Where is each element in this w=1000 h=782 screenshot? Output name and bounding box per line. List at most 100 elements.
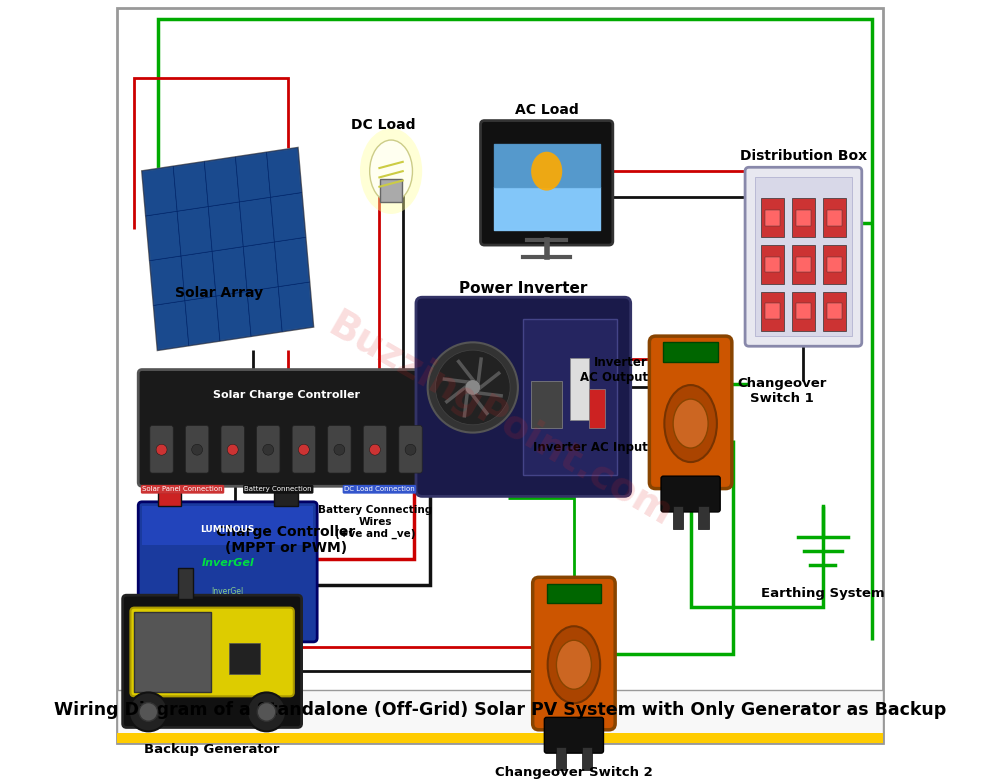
Bar: [589, 389, 605, 428]
FancyBboxPatch shape: [399, 425, 422, 473]
Polygon shape: [181, 251, 216, 301]
Polygon shape: [146, 211, 181, 260]
Polygon shape: [274, 237, 309, 287]
Circle shape: [334, 444, 345, 455]
Circle shape: [435, 350, 510, 425]
Bar: [765, 303, 780, 319]
Bar: [142, 506, 313, 545]
Bar: [792, 245, 815, 284]
Polygon shape: [154, 301, 189, 350]
FancyBboxPatch shape: [257, 425, 280, 473]
Text: Battery Connection: Battery Connection: [244, 486, 312, 493]
Bar: [698, 506, 709, 529]
Bar: [117, 690, 883, 743]
Text: Solar Array: Solar Array: [175, 286, 263, 300]
Ellipse shape: [673, 399, 708, 448]
Polygon shape: [267, 148, 302, 197]
Circle shape: [129, 692, 168, 731]
FancyBboxPatch shape: [185, 425, 209, 473]
Circle shape: [257, 702, 276, 721]
Bar: [274, 492, 298, 506]
Text: Inverter AC Input: Inverter AC Input: [533, 441, 648, 454]
Bar: [178, 568, 193, 599]
Text: Wiring Diagram of a Standalone (Off-Grid) Solar PV System with Only Generator as: Wiring Diagram of a Standalone (Off-Grid…: [54, 701, 946, 719]
FancyBboxPatch shape: [138, 502, 317, 642]
Bar: [117, 733, 883, 743]
Ellipse shape: [370, 140, 412, 203]
FancyBboxPatch shape: [661, 476, 720, 512]
Ellipse shape: [664, 385, 717, 462]
Text: BuzzingPoint.com: BuzzingPoint.com: [321, 306, 679, 534]
Text: Distribution Box: Distribution Box: [740, 149, 867, 163]
Bar: [582, 747, 592, 770]
Bar: [134, 612, 211, 692]
Bar: [761, 292, 784, 331]
Bar: [494, 144, 600, 230]
Bar: [570, 358, 589, 420]
FancyBboxPatch shape: [123, 595, 302, 727]
Bar: [158, 492, 181, 506]
Bar: [761, 245, 784, 284]
Bar: [673, 506, 683, 529]
FancyBboxPatch shape: [481, 120, 613, 245]
Bar: [755, 178, 852, 336]
Polygon shape: [212, 246, 247, 296]
Polygon shape: [247, 287, 282, 336]
Text: InverGel: InverGel: [212, 587, 244, 596]
FancyBboxPatch shape: [649, 336, 732, 489]
Circle shape: [247, 692, 286, 731]
Bar: [765, 210, 780, 226]
Bar: [765, 256, 780, 272]
Ellipse shape: [360, 128, 422, 214]
Polygon shape: [243, 242, 278, 292]
Bar: [796, 210, 811, 226]
FancyBboxPatch shape: [138, 370, 434, 486]
Bar: [229, 643, 260, 674]
Polygon shape: [150, 256, 185, 306]
Polygon shape: [185, 296, 220, 346]
Text: Inverter
AC Output: Inverter AC Output: [580, 357, 648, 384]
Bar: [796, 256, 811, 272]
Bar: [523, 319, 617, 475]
FancyBboxPatch shape: [130, 608, 294, 696]
Polygon shape: [208, 202, 243, 251]
Text: Changeover
Switch 1: Changeover Switch 1: [737, 378, 827, 405]
FancyBboxPatch shape: [292, 425, 315, 473]
Ellipse shape: [531, 152, 562, 191]
Bar: [792, 292, 815, 331]
Bar: [823, 292, 846, 331]
Bar: [823, 245, 846, 284]
Text: AC Load: AC Load: [515, 102, 579, 117]
Circle shape: [370, 444, 380, 455]
Circle shape: [298, 444, 309, 455]
Polygon shape: [235, 152, 270, 202]
Bar: [531, 382, 562, 428]
Polygon shape: [173, 162, 208, 211]
Bar: [556, 747, 566, 770]
FancyBboxPatch shape: [745, 167, 862, 346]
Bar: [827, 256, 842, 272]
Text: DC Load: DC Load: [351, 118, 416, 132]
Polygon shape: [270, 192, 305, 242]
Text: Solar Panel Connection: Solar Panel Connection: [142, 486, 223, 493]
FancyBboxPatch shape: [363, 425, 387, 473]
Polygon shape: [239, 197, 274, 246]
FancyBboxPatch shape: [533, 577, 615, 730]
Polygon shape: [204, 157, 239, 206]
FancyBboxPatch shape: [544, 717, 603, 753]
Ellipse shape: [556, 640, 591, 689]
FancyBboxPatch shape: [416, 297, 631, 497]
Polygon shape: [142, 167, 177, 216]
Text: Battery Connecting
Wires
(+ve and _ve): Battery Connecting Wires (+ve and _ve): [318, 505, 433, 539]
Text: InverGel: InverGel: [201, 558, 254, 568]
Circle shape: [227, 444, 238, 455]
Polygon shape: [216, 292, 251, 341]
Bar: [796, 303, 811, 319]
FancyBboxPatch shape: [328, 425, 351, 473]
Bar: [827, 303, 842, 319]
FancyBboxPatch shape: [221, 425, 244, 473]
Circle shape: [263, 444, 274, 455]
Bar: [663, 343, 718, 362]
Circle shape: [465, 380, 481, 395]
Text: Charge Controller
(MPPT or PWM): Charge Controller (MPPT or PWM): [216, 526, 356, 555]
